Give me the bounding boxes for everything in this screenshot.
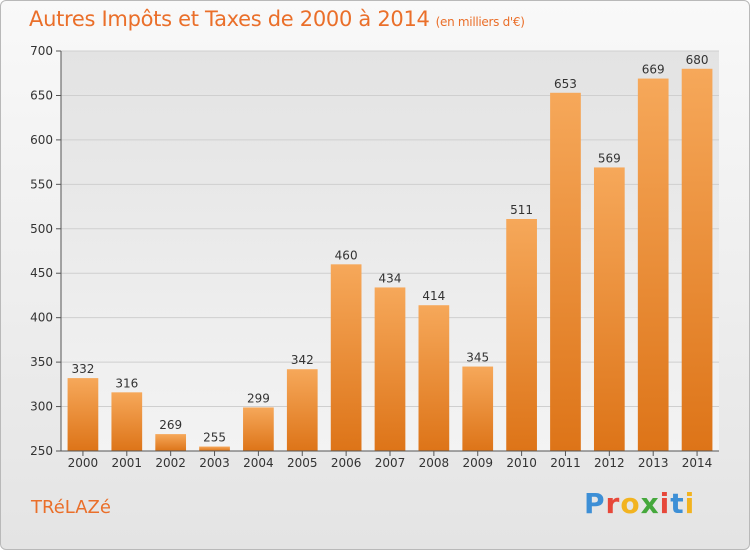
- data-label: 269: [159, 418, 182, 432]
- bar: [67, 378, 99, 451]
- bar: [374, 287, 406, 451]
- data-label: 414: [422, 289, 445, 303]
- data-label: 342: [291, 353, 314, 367]
- y-tick-label: 250: [30, 444, 53, 458]
- x-tick-label: 2008: [419, 456, 450, 470]
- x-tick-label: 2012: [594, 456, 625, 470]
- chart-title: Autres Impôts et Taxes de 2000 à 2014 (en…: [29, 7, 525, 31]
- x-tick-label: 2004: [243, 456, 274, 470]
- bar: [199, 446, 230, 451]
- data-label: 511: [510, 203, 533, 217]
- x-tick-label: 2001: [112, 456, 143, 470]
- y-tick-label: 600: [30, 133, 53, 147]
- bar: [243, 407, 274, 451]
- logo-letter: i: [684, 487, 696, 520]
- x-tick-label: 2010: [506, 456, 537, 470]
- bar: [506, 219, 537, 451]
- logo-letter: P: [584, 487, 606, 520]
- data-label: 299: [247, 391, 270, 405]
- y-tick-label: 350: [30, 355, 53, 369]
- x-tick-label: 2000: [68, 456, 99, 470]
- data-label: 316: [115, 376, 138, 390]
- x-tick-label: 2006: [331, 456, 362, 470]
- y-tick-label: 300: [30, 400, 53, 414]
- logo-letter: t: [670, 487, 685, 520]
- data-label: 669: [642, 63, 665, 77]
- bar: [418, 305, 450, 451]
- y-tick-label: 650: [30, 88, 53, 102]
- bar: [462, 366, 494, 451]
- chart-unit: (en milliers d'€): [435, 15, 525, 29]
- x-tick-label: 2002: [155, 456, 186, 470]
- y-tick-label: 400: [30, 311, 53, 325]
- bar: [286, 369, 318, 451]
- data-label: 653: [554, 77, 577, 91]
- bar: [155, 434, 187, 451]
- chart-title-text: Autres Impôts et Taxes de 2000 à 2014: [29, 7, 430, 31]
- x-tick-label: 2003: [199, 456, 230, 470]
- data-label: 460: [335, 248, 358, 262]
- bar: [681, 68, 713, 452]
- data-label: 569: [598, 151, 621, 165]
- logo-letter: r: [605, 487, 621, 520]
- commune-name: TRéLAZé: [31, 497, 111, 518]
- y-tick-label: 700: [30, 44, 53, 58]
- bar: [550, 92, 581, 452]
- y-tick-label: 500: [30, 222, 53, 236]
- x-tick-label: 2014: [682, 456, 713, 470]
- bar: [637, 78, 669, 452]
- data-label: 255: [203, 431, 226, 445]
- x-tick-label: 2011: [550, 456, 581, 470]
- x-tick-label: 2009: [462, 456, 493, 470]
- y-tick-label: 550: [30, 177, 53, 191]
- x-tick-label: 2013: [638, 456, 669, 470]
- bar: [111, 392, 143, 451]
- data-label: 680: [686, 53, 709, 67]
- data-label: 345: [466, 351, 489, 365]
- y-tick-label: 450: [30, 266, 53, 280]
- bar: [330, 264, 362, 451]
- data-label: 332: [71, 362, 94, 376]
- logo-letter: x: [640, 487, 660, 520]
- data-label: 434: [379, 271, 402, 285]
- logo-letter: i: [659, 487, 671, 520]
- bar: [593, 167, 625, 451]
- x-tick-label: 2007: [375, 456, 406, 470]
- logo-letter: o: [620, 487, 641, 520]
- x-tick-label: 2005: [287, 456, 318, 470]
